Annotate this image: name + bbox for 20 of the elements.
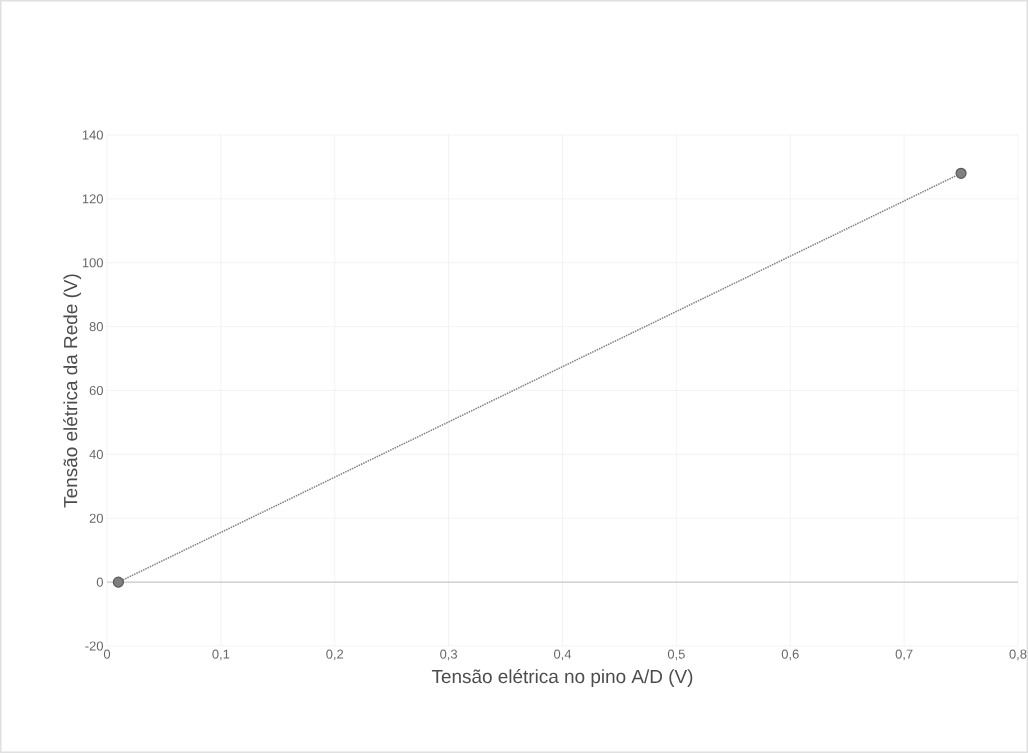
x-tick-label: 0,6 [781,649,799,661]
y-tick-label: 80 [89,322,103,332]
x-tick-label: 0,3 [440,649,458,661]
x-tick-label: 0 [103,649,111,659]
y-axis-title: Tensão elétrica da Rede (V) [63,274,82,508]
x-tick-label: 0,5 [667,649,685,661]
y-tick-label: 140 [82,130,103,140]
x-tick-label: 0,4 [554,649,572,661]
x-axis-title: Tensão elétrica no pino A/D (V) [431,669,693,687]
y-tick-label: 100 [82,258,103,268]
y-tick-label: 40 [89,449,103,459]
y-tick-label: -20 [85,641,103,651]
x-tick-label: 0,7 [895,649,913,661]
y-tick-label: 0 [96,577,103,587]
y-tick-label: 60 [89,385,103,396]
y-tick-label: 120 [82,194,103,204]
x-tick-label: 0,2 [326,649,344,661]
x-tick-label: 0,1 [212,649,230,661]
x-tick-label: 0,8 [1009,649,1027,661]
y-tick-label: 20 [89,513,103,523]
